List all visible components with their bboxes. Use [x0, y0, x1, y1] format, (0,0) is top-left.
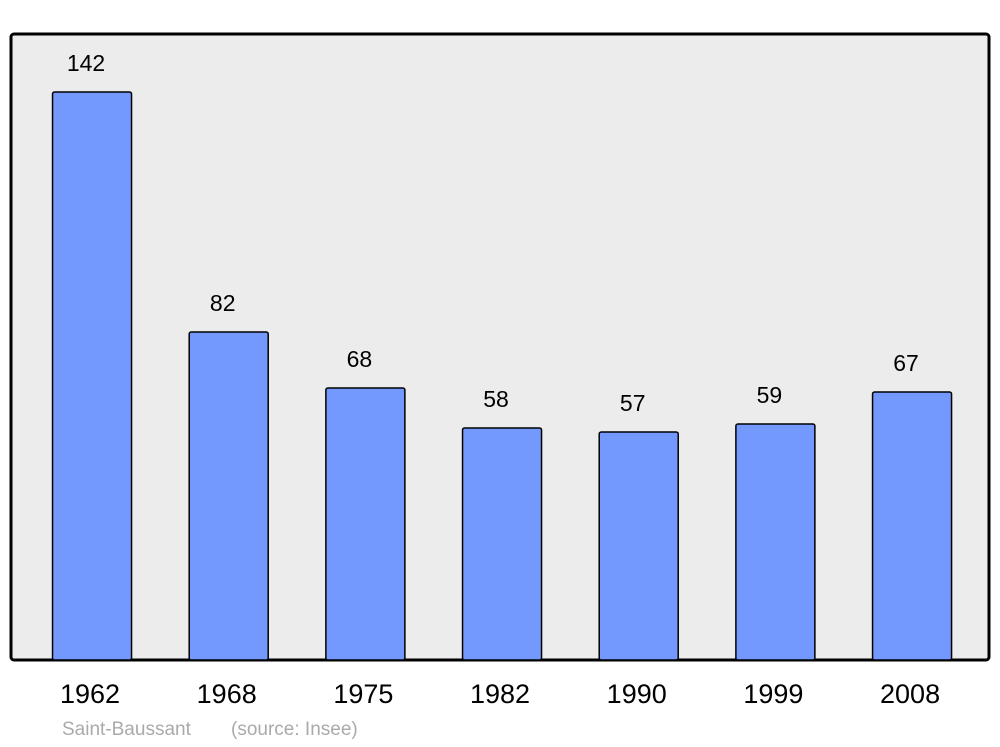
bar [871, 391, 953, 661]
value-label: 82 [210, 290, 236, 316]
bar [51, 91, 133, 661]
bar [461, 427, 543, 661]
value-label: 142 [67, 50, 105, 76]
x-tick-label: 1999 [743, 679, 803, 709]
value-label: 57 [620, 390, 646, 416]
x-tick-label: 1962 [60, 679, 120, 709]
bar [188, 331, 269, 661]
bar [598, 431, 679, 661]
x-tick-label: 2008 [880, 679, 940, 709]
value-label: 58 [483, 386, 509, 412]
value-label: 59 [757, 382, 783, 408]
source: (source: Insee) [231, 719, 358, 740]
bar [325, 387, 406, 661]
x-tick-label: 1990 [607, 679, 667, 709]
value-label: 67 [893, 350, 919, 376]
x-tick-label: 1975 [333, 679, 393, 709]
x-tick-label: 1968 [197, 679, 257, 709]
x-tick-label: 1982 [470, 679, 530, 709]
value-label: 68 [347, 346, 373, 372]
caption: Saint-Baussant [62, 719, 192, 740]
bar [735, 423, 816, 661]
